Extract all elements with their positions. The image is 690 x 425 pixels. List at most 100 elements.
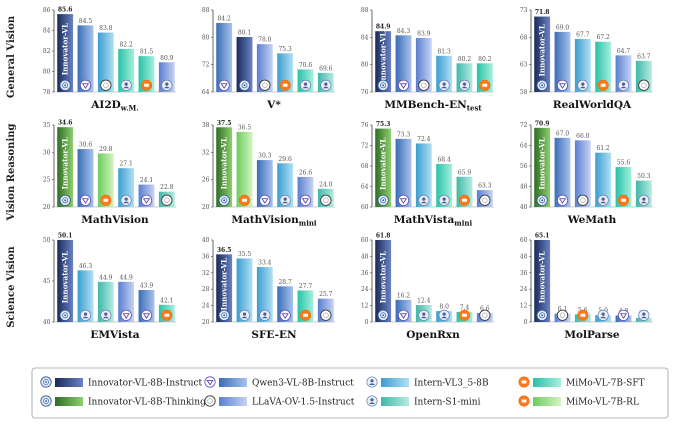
bar-model-label: Innovator-VL — [379, 31, 388, 83]
bar — [216, 22, 233, 92]
chart-panel: 40 48 56 64 72 70.9 Innovator-VL 67.0 66.0 61.2 55… — [520, 120, 653, 226]
bar — [77, 25, 94, 92]
y-tick-label: 58 — [520, 89, 528, 96]
y-tick-label: 36 — [202, 253, 210, 260]
y-tick-label: 60 — [361, 237, 369, 244]
data-label: 46.3 — [79, 263, 93, 270]
bar — [574, 38, 591, 92]
data-label: 7.4 — [460, 304, 470, 311]
innovator-logo-icon — [40, 376, 52, 388]
y-tick-label: 38 — [202, 122, 210, 129]
data-label: 8.0 — [439, 304, 449, 311]
y-tick-label: 20 — [202, 319, 210, 326]
chart-title: MolParse — [564, 329, 619, 341]
legend-swatch — [55, 397, 83, 406]
y-tick-label: 20 — [43, 204, 51, 211]
data-label: 65.9 — [458, 169, 472, 176]
mimo-logo-icon — [479, 79, 491, 91]
y-tick-label: 88 — [361, 7, 369, 14]
bar — [534, 127, 551, 207]
data-label: 80.1 — [238, 29, 251, 36]
data-label: 75.3 — [376, 121, 391, 128]
y-tick-label: 40 — [43, 319, 51, 326]
data-label: 42.1 — [160, 297, 173, 304]
legend-swatch — [533, 378, 561, 387]
llava-logo-icon — [577, 194, 589, 206]
bar-model-label: Innovator-VL — [61, 251, 70, 303]
bar — [415, 38, 432, 92]
intern-logo-icon — [366, 395, 378, 407]
qwen-logo-icon — [79, 194, 92, 206]
bar — [77, 149, 94, 207]
intern-logo-icon — [638, 309, 650, 321]
bar — [375, 128, 392, 207]
data-label: 61.2 — [596, 145, 610, 152]
y-tick-label: 73 — [520, 7, 528, 14]
intern-logo-icon — [320, 79, 332, 91]
bar-model-label: Innovator-VL — [220, 137, 229, 189]
y-tick-label: 20 — [202, 204, 210, 211]
y-tick-label: 24 — [520, 286, 528, 293]
llava-logo-icon — [320, 194, 332, 206]
intern-logo-icon — [597, 194, 609, 206]
y-tick-label: 0 — [524, 319, 528, 326]
innovator-logo-icon — [218, 309, 230, 321]
y-tick-label: 32 — [202, 270, 210, 277]
chart-panel: 78 80 82 84 86 85.6 Innovator-VL 84.5 83.8 82.2 81… — [43, 7, 176, 113]
legend: Innovator-VL-8B-Instruct Innovator-VL-8B-… — [31, 367, 669, 419]
bar-model-label: Innovator-VL — [538, 251, 547, 303]
bar — [554, 137, 571, 207]
intern-logo-icon — [279, 194, 291, 206]
bar — [395, 35, 412, 92]
mimo-logo-icon — [458, 309, 470, 321]
qwen-logo-icon — [397, 194, 410, 206]
data-label: 67.2 — [596, 34, 610, 41]
qwen-logo-icon — [556, 79, 569, 91]
data-label: 70.9 — [535, 120, 550, 127]
data-label: 71.8 — [535, 9, 550, 16]
y-tick-label: 76 — [361, 89, 369, 96]
intern-logo-icon — [597, 309, 609, 321]
legend-swatch — [533, 397, 561, 406]
row-titles: General Vision Vision Reasoning Science Vi… — [6, 15, 17, 328]
intern-logo-icon — [638, 194, 650, 206]
legend-item: Intern-S1-mini — [366, 395, 481, 408]
y-tick-label: 26 — [202, 177, 210, 184]
legend-label: Qwen3-VL-8B-Instruct — [252, 379, 354, 389]
y-tick-label: 72 — [202, 62, 210, 69]
qwen-logo-icon — [79, 79, 92, 91]
data-label: 66.0 — [576, 133, 590, 140]
y-tick-label: 80 — [361, 62, 369, 69]
data-label: 67.0 — [556, 130, 570, 137]
data-label: 30.6 — [79, 142, 93, 149]
row-title: General Vision — [6, 15, 17, 98]
qwen-logo-icon — [140, 194, 153, 206]
data-label: 6.6 — [480, 305, 490, 312]
bar-model-label: Innovator-VL — [61, 137, 70, 189]
data-label: 24.1 — [140, 177, 153, 184]
data-label: 24.0 — [319, 181, 333, 188]
innovator-logo-icon — [59, 194, 71, 206]
mimo-logo-icon — [458, 194, 470, 206]
y-tick-label: 48 — [520, 184, 528, 191]
data-label: 72.4 — [417, 136, 431, 143]
intern-logo-icon — [259, 309, 271, 321]
intern-logo-icon — [438, 79, 450, 91]
llava-logo-icon — [479, 309, 491, 321]
chart-panel: 20 24 28 32 36 40 36.5 Innovator-VL 35.5 33.4 28.7… — [202, 237, 335, 341]
llava-logo-icon — [259, 79, 271, 91]
y-tick-label: 24 — [361, 286, 369, 293]
data-label: 67.7 — [576, 31, 590, 38]
chart-panel: 64 72 80 88 84.2 80.1 78.0 75.3 70.6 69.6 V* — [202, 7, 335, 111]
chart-title: WeMath — [567, 214, 617, 226]
llava-logo-icon — [418, 79, 430, 91]
intern-logo-icon — [577, 79, 589, 91]
data-label: 83.8 — [99, 25, 113, 32]
intern-logo-icon — [438, 194, 450, 206]
qwen-logo-icon — [299, 194, 312, 206]
chart-panels: 78 80 82 84 86 85.6 Innovator-VL 84.5 83.8 82.2 81… — [43, 7, 653, 341]
llava-logo-icon — [100, 79, 112, 91]
data-label: 63.3 — [478, 183, 492, 190]
bar — [256, 44, 273, 92]
innovator-logo-icon — [377, 309, 389, 321]
